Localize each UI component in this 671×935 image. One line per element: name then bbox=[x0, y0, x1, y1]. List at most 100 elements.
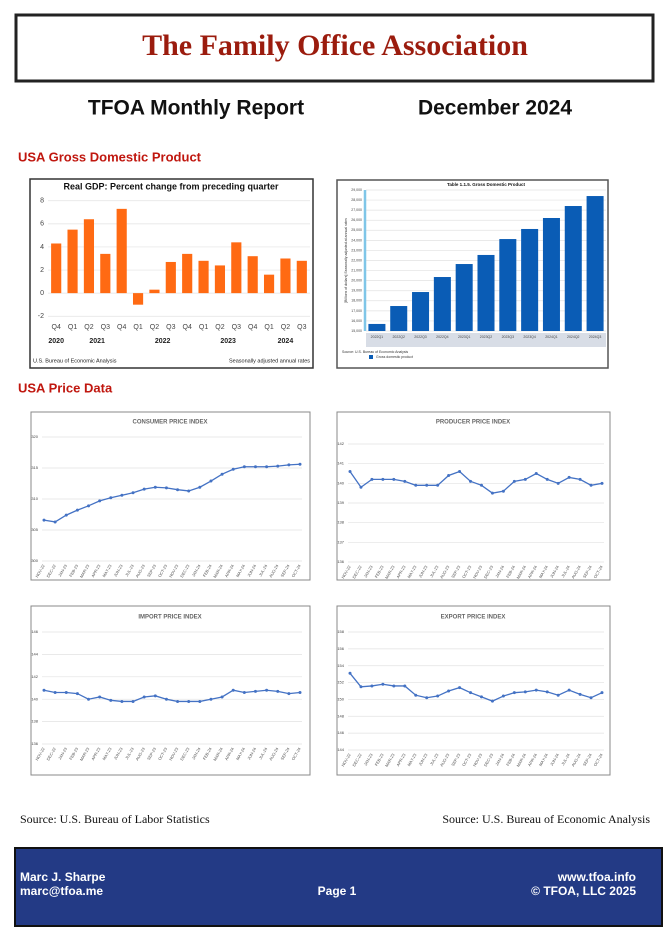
x-tick-label: JUN-23 bbox=[417, 752, 428, 767]
x-tick-label: JAN-23 bbox=[57, 563, 68, 578]
point bbox=[425, 483, 429, 487]
point bbox=[298, 690, 302, 694]
y-tick-label: 26,000 bbox=[351, 218, 362, 222]
x-tick-label: APR-24 bbox=[224, 746, 236, 761]
report-title: TFOA Monthly Report bbox=[88, 97, 304, 120]
y-tick-label: 139 bbox=[337, 500, 344, 505]
point bbox=[392, 477, 396, 481]
x-tick-label: AUG-24 bbox=[570, 752, 582, 768]
point bbox=[153, 694, 157, 698]
y-tick-label: 144 bbox=[31, 651, 38, 656]
point bbox=[501, 694, 505, 698]
y-tick-label: 158 bbox=[337, 629, 344, 634]
x-tick-label: DEC-23 bbox=[483, 752, 495, 767]
point bbox=[265, 465, 269, 469]
bar bbox=[586, 196, 604, 331]
y-tick-label: 15,000 bbox=[351, 329, 362, 333]
point bbox=[198, 485, 202, 489]
x-tick-label: JUN-23 bbox=[113, 746, 124, 761]
x-tick-label: Q2 bbox=[150, 324, 159, 331]
chart-title: PRODUCER PRICE INDEX bbox=[436, 420, 510, 426]
x-tick-label: JUL-24 bbox=[258, 746, 269, 760]
year-label: 2021 bbox=[89, 338, 105, 345]
point bbox=[381, 682, 385, 686]
chart-note: Seasonally adjusted annual rates bbox=[229, 358, 310, 364]
x-tick-label: JAN-24 bbox=[494, 564, 505, 579]
bar bbox=[280, 258, 291, 294]
bar bbox=[521, 228, 539, 331]
x-tick-label: NOV-22 bbox=[34, 563, 46, 578]
x-tick-label: DEC-23 bbox=[179, 746, 191, 761]
point bbox=[414, 693, 418, 697]
chart-frame bbox=[336, 605, 611, 776]
bar bbox=[214, 265, 226, 294]
point bbox=[469, 691, 473, 695]
x-tick-label: Q4 bbox=[117, 324, 126, 331]
chart-title: IMPORT PRICE INDEX bbox=[138, 615, 201, 621]
x-tick-label: NOV-23 bbox=[472, 564, 484, 579]
point bbox=[142, 487, 146, 491]
source: Source: U.S. Bureau of Labor Statistics bbox=[20, 812, 210, 826]
point bbox=[370, 684, 374, 688]
x-tick-label: 2023Q2 bbox=[480, 335, 493, 339]
y-tick-label: 2 bbox=[40, 267, 44, 274]
x-tick-label: Q3 bbox=[232, 324, 241, 331]
x-tick-label: SEP-24 bbox=[279, 746, 291, 761]
x-tick-label: APR-24 bbox=[527, 752, 539, 767]
footer-website: www.tfoa.info bbox=[557, 870, 636, 884]
x-tick-label: Q3 bbox=[297, 324, 306, 331]
x-tick-label: FEB-23 bbox=[374, 752, 385, 767]
x-tick-label: 2024Q3 bbox=[589, 335, 602, 339]
point bbox=[534, 688, 538, 692]
bar bbox=[231, 242, 242, 294]
chart-title: CONSUMER PRICE INDEX bbox=[132, 420, 207, 426]
point bbox=[75, 692, 79, 696]
line-series bbox=[349, 470, 603, 494]
year-label: 2023 bbox=[220, 338, 236, 345]
x-tick-label: OCT-24 bbox=[290, 746, 302, 761]
x-tick-label: NOV-23 bbox=[472, 752, 484, 767]
x-tick-label: JUL-24 bbox=[560, 564, 571, 578]
x-tick-label: JUN-24 bbox=[246, 746, 257, 761]
header-box bbox=[14, 13, 655, 83]
point bbox=[359, 685, 363, 689]
bar bbox=[296, 260, 307, 294]
legend-swatch bbox=[369, 355, 373, 359]
point bbox=[359, 485, 363, 489]
line-series bbox=[43, 463, 301, 523]
point bbox=[348, 470, 352, 474]
point bbox=[231, 688, 235, 692]
y-tick-label: 138 bbox=[337, 520, 344, 525]
y-tick-label: 22,000 bbox=[351, 258, 362, 262]
bar bbox=[83, 219, 95, 294]
point bbox=[479, 695, 483, 699]
x-tick-label: FEB-24 bbox=[505, 752, 516, 767]
x-tick-label: Q1 bbox=[68, 324, 77, 331]
point bbox=[523, 690, 527, 694]
y-tick-label: 144 bbox=[337, 747, 344, 752]
point bbox=[242, 690, 246, 694]
footer-band bbox=[14, 847, 663, 927]
x-tick-label: APR-23 bbox=[395, 752, 407, 767]
point bbox=[447, 689, 451, 693]
point bbox=[120, 493, 124, 497]
x-tick-label: DEC-23 bbox=[483, 564, 495, 579]
legend-label: Gross domestic product bbox=[376, 355, 413, 359]
x-tick-label: FEB-24 bbox=[505, 564, 516, 579]
x-tick-label: SEP-24 bbox=[582, 752, 594, 767]
line-series bbox=[43, 689, 301, 703]
point bbox=[425, 696, 429, 700]
x-tick-label: JUN-24 bbox=[549, 752, 560, 767]
x-tick-label: JAN-23 bbox=[363, 752, 374, 767]
x-tick-label: NOV-23 bbox=[168, 563, 180, 578]
point bbox=[265, 688, 269, 692]
x-tick-label: MAY-24 bbox=[538, 752, 550, 767]
chart-frame bbox=[336, 411, 611, 581]
x-tick-label: AUG-23 bbox=[134, 563, 146, 579]
x-tick-label: JAN-24 bbox=[494, 752, 505, 767]
point bbox=[589, 696, 593, 700]
point bbox=[109, 698, 113, 702]
x-tick-label: JAN-24 bbox=[191, 746, 202, 761]
